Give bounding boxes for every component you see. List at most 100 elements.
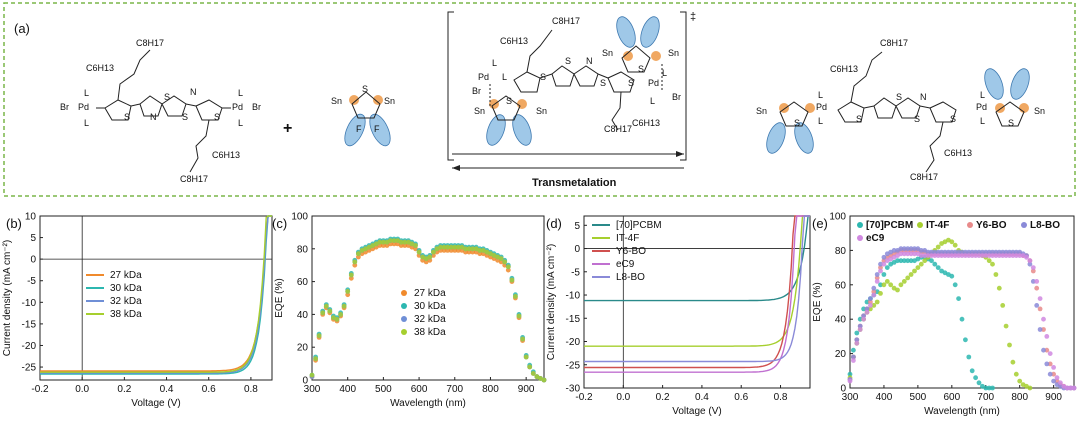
ligand-l: L: [980, 116, 985, 126]
x-tick-label: 700: [446, 384, 463, 395]
legend-label: 27 kDa: [110, 270, 142, 281]
data-point: [470, 246, 475, 252]
legend-label: 30 kDa: [414, 301, 446, 312]
legend-label: [70]PCBM: [616, 220, 662, 231]
fluorine-lobe: [794, 122, 814, 154]
data-point: [891, 248, 897, 253]
data-point: [861, 316, 866, 322]
y-axis-label: EQE (%): [274, 278, 285, 317]
data-point: [925, 253, 931, 258]
atom-s: S: [214, 112, 220, 122]
data-point: [851, 347, 856, 353]
data-point: [932, 253, 938, 258]
x-tick-label: 600: [943, 392, 960, 403]
data-point: [864, 299, 870, 305]
plot-frame: [583, 215, 811, 389]
data-point: [1030, 279, 1036, 284]
data-point: [505, 264, 511, 270]
data-point: [878, 265, 883, 270]
atom-n: N: [150, 112, 157, 122]
atom-br: Br: [60, 102, 69, 112]
bracket-left: [447, 11, 454, 161]
data-point: [952, 242, 958, 248]
data-point: [868, 306, 873, 312]
legend-marker: [857, 235, 863, 241]
x-tick-label: 0.2: [656, 392, 670, 403]
atom-n: N: [586, 56, 593, 66]
data-point: [949, 273, 955, 279]
atom-n: N: [190, 87, 197, 97]
data-point: [996, 285, 1002, 291]
data-point: [959, 316, 965, 322]
data-point: [1047, 361, 1053, 367]
data-point: [878, 282, 883, 288]
bracket-right: [680, 11, 687, 161]
bond-skeleton: [489, 29, 663, 131]
data-point: [480, 248, 486, 253]
sulfur-orbital: [623, 51, 633, 61]
data-point: [905, 275, 911, 281]
panel-d-label: (d): [546, 216, 562, 231]
data-point: [1058, 380, 1063, 386]
series-line: [40, 215, 272, 372]
x-tick-label: 0.6: [734, 392, 748, 403]
series-line: [584, 215, 810, 373]
data-point: [874, 279, 880, 284]
data-point: [990, 261, 995, 267]
x-tick-label: -0.2: [31, 384, 49, 395]
legend-label: eC9: [866, 233, 885, 244]
y-axis-label: Current density (mA cm⁻²): [2, 240, 13, 356]
x-tick-label: 0.8: [244, 384, 258, 395]
data-point: [912, 268, 917, 274]
ligand-l: L: [818, 90, 823, 100]
data-point: [1003, 323, 1009, 329]
fluorine-lobe: [984, 68, 1004, 100]
atom-s: S: [182, 112, 188, 122]
data-point: [915, 265, 921, 270]
data-point: [1044, 347, 1050, 353]
data-point: [1013, 371, 1019, 377]
atom-pd: Pd: [478, 72, 489, 82]
atom-sn: Sn: [602, 48, 613, 58]
data-point: [409, 241, 415, 247]
data-point: [445, 244, 450, 250]
bond-skeleton: [96, 49, 231, 173]
legend-label: IT-4F: [926, 220, 949, 231]
data-point: [871, 292, 877, 298]
data-point: [993, 253, 999, 258]
y-tick-label: 60: [835, 280, 847, 291]
data-point: [398, 243, 404, 248]
fluorine-lobe: [512, 114, 532, 146]
molecule-distannyl-thiophene: Sn S Sn F F: [331, 84, 395, 147]
data-point: [341, 303, 347, 309]
atom-s: S: [1008, 118, 1014, 128]
data-point: [313, 356, 318, 362]
data-point: [420, 257, 425, 263]
data-point: [527, 364, 533, 370]
data-point: [309, 372, 315, 378]
substituent-c6h13: C6H13: [86, 63, 114, 73]
data-point: [505, 267, 511, 273]
legend-label: IT-4F: [616, 233, 639, 244]
atom-pd: Pd: [816, 102, 827, 112]
data-point: [959, 249, 965, 255]
atom-s: S: [914, 114, 920, 124]
atom-sn: Sn: [1034, 106, 1045, 116]
data-point: [1064, 385, 1070, 391]
atom-pd: Pd: [976, 102, 987, 112]
data-point: [864, 306, 870, 312]
data-point: [470, 249, 475, 255]
data-point: [427, 254, 433, 260]
x-tick-label: -0.2: [575, 392, 593, 403]
data-point: [416, 249, 422, 255]
data-point: [377, 239, 383, 245]
panel-a-scheme: (a) C6H13 C8H17 L Br Pd L S S N N S S L …: [3, 2, 1076, 197]
data-point: [1047, 371, 1053, 377]
data-point: [932, 249, 938, 255]
atom-s: S: [794, 118, 800, 128]
data-point: [1003, 249, 1009, 255]
plot-frame: [849, 215, 1075, 389]
data-point: [969, 253, 975, 258]
data-point: [857, 316, 863, 322]
data-point: [929, 258, 934, 264]
